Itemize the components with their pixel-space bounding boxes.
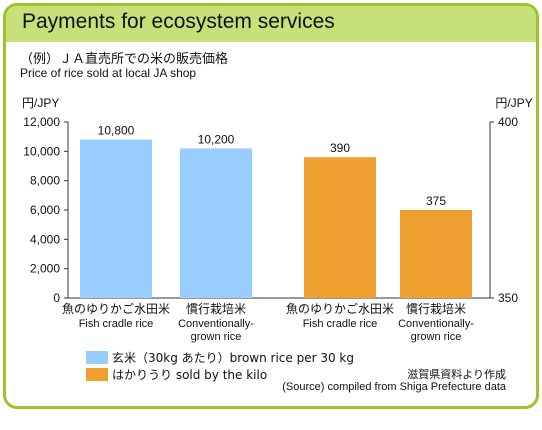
legend-item-by-kilo: はかりうり sold by the kilo [86, 366, 267, 383]
bar [80, 139, 152, 298]
legend-item-brown-rice: 玄米（30kg あたり）brown rice per 30 kg [86, 349, 354, 366]
left-axis-tick-label: 10,000 [23, 144, 60, 158]
bar-value-label: 390 [330, 141, 350, 155]
bar [180, 148, 252, 298]
category-label-en: Fish cradle rice [303, 318, 378, 330]
category-label-en: grown rice [411, 331, 462, 343]
bar-value-label: 375 [426, 194, 446, 208]
bar-value-label: 10,200 [198, 132, 235, 146]
left-axis-tick-label: 4,000 [30, 232, 60, 246]
category-label-ja: 慣行栽培米 [406, 301, 466, 316]
left-axis-tick-label: 8,000 [30, 174, 60, 188]
chart-frame: Payments for ecosystem services （例）ＪＡ直売所… [3, 3, 539, 409]
chart-title: Payments for ecosystem services [22, 10, 335, 33]
source-note-en: (Source) compiled from Shiga Prefecture … [282, 381, 506, 393]
legend-swatch-orange [86, 368, 108, 381]
chart-subtitle-en: Price of rice sold at local JA shop [20, 66, 197, 80]
right-axis-tick-label: 350 [498, 291, 518, 305]
left-axis-tick-label: 2,000 [30, 262, 60, 276]
left-axis-tick-label: 0 [53, 291, 60, 305]
legend-swatch-blue [86, 351, 108, 364]
category-label-en: Conventionally- [178, 318, 254, 330]
category-label-ja: 魚のゆりかご水田米 [286, 301, 394, 316]
source-note-ja: 滋賀県資料より作成 [407, 368, 506, 381]
bar-chart: 0 2,000 4,000 6,000 8,000 10,000 12,000 円/JPY 35… [22, 96, 533, 343]
bar-value-label: 10,800 [98, 124, 135, 138]
left-axis-tick-label: 12,000 [23, 115, 60, 129]
left-axis-tick-label: 6,000 [30, 203, 60, 217]
legend-label-by-kilo: はかりうり sold by the kilo [112, 368, 268, 382]
category-label-en: Conventionally- [398, 318, 474, 330]
right-axis-unit: 円/JPY [495, 96, 532, 110]
title-banner: Payments for ecosystem services [6, 6, 536, 42]
category-label-en: Fish cradle rice [79, 318, 154, 330]
bar [304, 157, 376, 298]
bar [400, 210, 472, 298]
chart-subtitle-ja: （例）ＪＡ直売所での米の販売価格 [20, 52, 229, 67]
category-label-ja: 魚のゆりかご水田米 [62, 301, 170, 316]
category-label-ja: 慣行栽培米 [186, 301, 246, 316]
category-label-en: grown rice [191, 331, 242, 343]
right-axis-tick-label: 400 [498, 115, 518, 129]
left-axis-unit: 円/JPY [22, 96, 59, 110]
legend-label-brown-rice: 玄米（30kg あたり）brown rice per 30 kg [112, 351, 354, 365]
